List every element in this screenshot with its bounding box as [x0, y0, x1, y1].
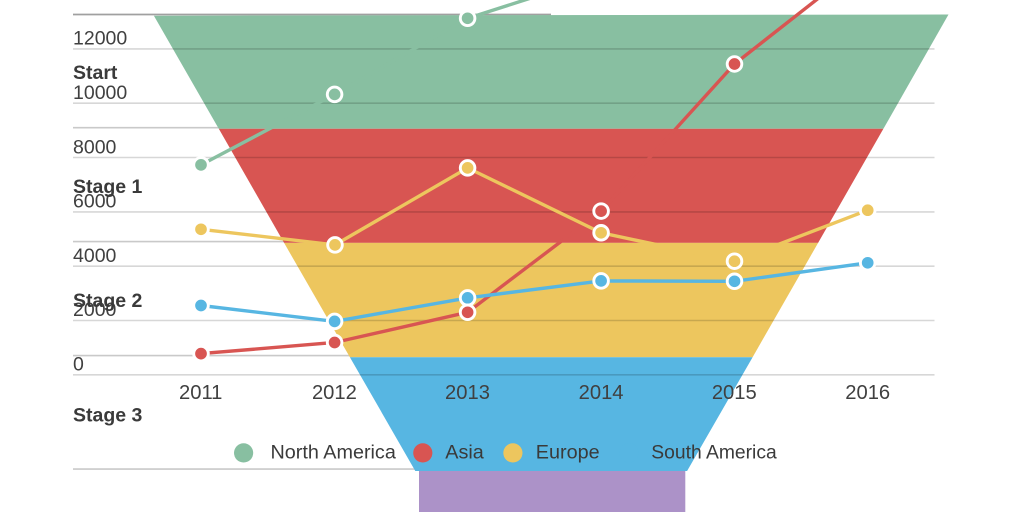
svg-text:8000: 8000 — [73, 136, 117, 158]
svg-text:2012: 2012 — [312, 382, 357, 404]
svg-text:Asia: Asia — [445, 441, 483, 463]
svg-text:Start: Start — [73, 62, 118, 84]
svg-text:6000: 6000 — [73, 191, 117, 213]
svg-text:0: 0 — [73, 354, 84, 376]
svg-text:Stage 1: Stage 1 — [73, 176, 143, 198]
svg-text:10000: 10000 — [73, 82, 127, 104]
svg-text:Stage 2: Stage 2 — [73, 290, 143, 312]
svg-text:12000: 12000 — [73, 28, 127, 50]
svg-text:2014: 2014 — [579, 382, 624, 404]
svg-text:2000: 2000 — [73, 299, 117, 321]
svg-text:2015: 2015 — [712, 382, 757, 404]
svg-text:North America: North America — [271, 441, 396, 463]
svg-text:4000: 4000 — [73, 245, 117, 267]
svg-text:Europe: Europe — [536, 441, 600, 463]
svg-text:2016: 2016 — [845, 382, 890, 404]
svg-text:2013: 2013 — [445, 382, 490, 404]
svg-text:Stage 3: Stage 3 — [73, 404, 143, 426]
svg-text:2011: 2011 — [179, 382, 222, 404]
svg-text:South America: South America — [651, 442, 777, 463]
